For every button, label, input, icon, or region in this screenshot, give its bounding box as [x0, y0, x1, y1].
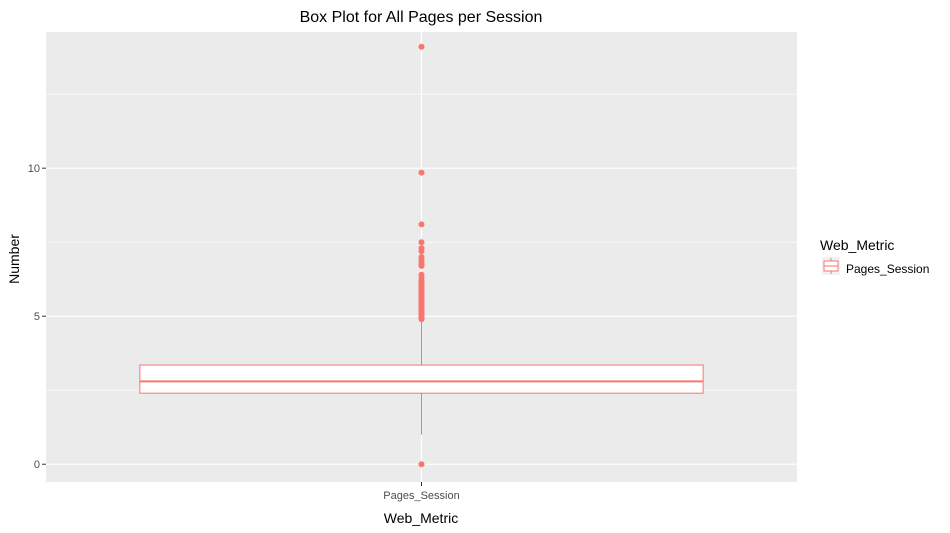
outlier-point	[418, 221, 425, 228]
chart-title: Box Plot for All Pages per Session	[300, 9, 543, 26]
x-axis: Pages_Session	[383, 482, 460, 502]
outlier-point	[418, 245, 425, 252]
x-tick-label: Pages_Session	[383, 490, 459, 502]
y-axis-title: Number	[6, 234, 22, 284]
legend-label: Pages_Session	[846, 262, 929, 276]
y-tick-label: 10	[28, 163, 40, 175]
outlier-point	[418, 271, 425, 278]
box-layer	[139, 319, 704, 435]
outlier-points	[418, 43, 425, 468]
outlier-point	[418, 169, 425, 176]
plot-panel	[46, 32, 797, 482]
legend-key-icon	[822, 257, 840, 275]
box-iqr	[139, 364, 704, 394]
outlier-point	[418, 239, 425, 246]
legend: Web_Metric Pages_Session	[820, 237, 929, 276]
outlier-point	[418, 461, 425, 468]
y-axis: 0 5 10	[28, 163, 46, 471]
y-tick-label: 5	[34, 311, 40, 323]
y-tick-label: 0	[34, 459, 40, 471]
x-axis-title: Web_Metric	[384, 510, 458, 526]
outlier-point	[418, 254, 425, 260]
outlier-point	[418, 43, 425, 50]
legend-title: Web_Metric	[820, 237, 894, 253]
